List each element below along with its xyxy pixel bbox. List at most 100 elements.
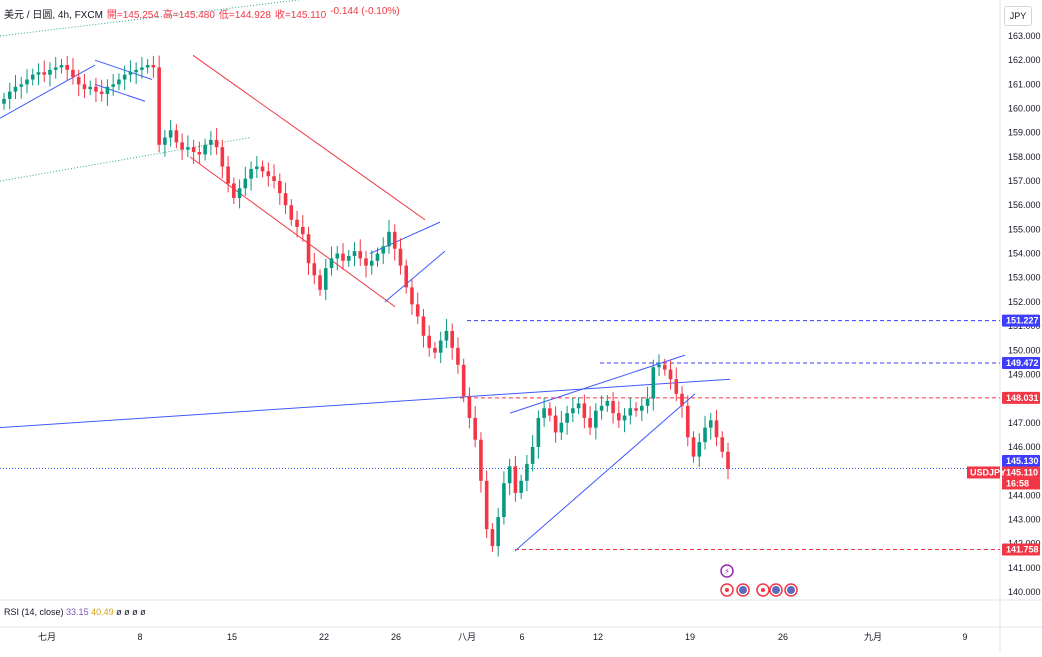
rising-wedge-lower[interactable]	[514, 393, 696, 552]
drawings-layer[interactable]	[0, 0, 1000, 552]
candle-body	[662, 364, 667, 370]
candle-body	[318, 275, 322, 290]
rsi-label: RSI (14, close)	[4, 607, 64, 617]
event-markers[interactable]: ⚡	[720, 564, 798, 597]
candle-body	[536, 417, 541, 447]
change-value: -0.144 (-0.10%)	[330, 6, 400, 17]
lightning-event-icon[interactable]	[720, 564, 734, 578]
symbol-tag	[967, 466, 1000, 479]
candle-body	[140, 67, 144, 70]
price-tick-label: 163.000	[1008, 31, 1041, 41]
time-tick-label: 22	[319, 632, 329, 642]
candle-body	[519, 480, 523, 493]
candle-body	[105, 86, 110, 95]
symbol-title[interactable]: 美元 / 日圆, 4h, FXCM	[4, 10, 103, 21]
candle-body	[640, 405, 644, 411]
time-tick-label: 八月	[458, 632, 476, 642]
currency-button[interactable]: JPY	[1004, 6, 1032, 26]
rising-wedge-upper[interactable]	[509, 354, 686, 414]
rsi-legend[interactable]: RSI (14, close) 33.15 40.49 ø ø ø ø	[4, 607, 146, 617]
rsi-value-1: 33.15	[66, 607, 89, 617]
candle-body	[697, 442, 702, 457]
time-tick-label: 9	[962, 632, 967, 642]
candle-body	[352, 251, 357, 256]
candle-body	[691, 437, 696, 457]
candle-body	[576, 403, 581, 409]
flag-line-lower[interactable]	[94, 83, 146, 102]
price-tick-label: 155.000	[1008, 224, 1041, 234]
candle-body	[398, 248, 403, 266]
candle-body	[553, 415, 558, 433]
candle-body	[76, 77, 81, 85]
candle-body	[375, 253, 380, 261]
candle-body	[13, 86, 18, 92]
candle-body	[708, 420, 713, 428]
candle-body	[392, 231, 397, 249]
candle-body	[680, 393, 684, 406]
candle-body	[634, 408, 638, 411]
event-inner-icon	[725, 588, 729, 592]
candle-body	[571, 408, 575, 414]
price-tick-label: 162.000	[1008, 55, 1041, 65]
candle-body	[180, 142, 184, 150]
channel-line-lower[interactable]	[189, 156, 396, 308]
time-tick-label: 九月	[864, 632, 882, 642]
candle-body	[128, 72, 133, 75]
candle-body	[530, 446, 535, 464]
candle-body	[622, 415, 627, 421]
price-tag	[1002, 454, 1040, 467]
price-tick-label: 161.000	[1008, 79, 1041, 89]
time-axis[interactable]: 七月 8 15 22 26 八月 6 12 19 26 九月 9	[38, 632, 968, 642]
candle-body	[415, 304, 420, 317]
candle-body	[628, 408, 633, 416]
candle-body	[306, 234, 311, 264]
countdown-label: 16:58	[1006, 478, 1029, 488]
price-tick-label: 140.000	[1008, 587, 1041, 597]
candle-body	[197, 152, 202, 155]
price-tick-label: 147.000	[1008, 418, 1041, 428]
candle-body	[427, 335, 432, 348]
candle-body	[582, 403, 587, 418]
candle-body	[283, 193, 288, 206]
candle-body	[410, 287, 414, 305]
long-trend-line[interactable]	[0, 378, 731, 429]
candle-body	[404, 265, 409, 288]
candle-body	[450, 330, 454, 348]
candle-body	[117, 79, 121, 85]
candle-body	[25, 79, 29, 85]
candle-body	[65, 65, 70, 70]
wedge-line-lower[interactable]	[384, 250, 446, 303]
flag-line-upper[interactable]	[94, 59, 153, 80]
candle-body	[260, 166, 265, 172]
candle-body	[88, 86, 92, 90]
candle-body	[59, 65, 64, 68]
candle-body	[484, 480, 489, 530]
candle-body	[473, 417, 477, 440]
price-tag	[1002, 466, 1040, 479]
candle-body	[433, 347, 437, 353]
candle-body	[329, 258, 334, 269]
wedge-line-upper[interactable]	[369, 221, 441, 255]
candle-body	[145, 65, 150, 68]
candle-body	[53, 67, 58, 70]
rsi-extra: ø ø ø ø	[116, 607, 146, 617]
candle-body	[674, 379, 679, 394]
time-tick-label: 19	[685, 632, 695, 642]
lightning-glyph: ⚡	[724, 567, 730, 576]
price-tick-label: 156.000	[1008, 200, 1041, 210]
candle-body	[220, 147, 225, 167]
candle-body	[605, 401, 610, 406]
price-axis[interactable]: 163.000 162.000 161.000 160.000 159.000 158.0…	[1008, 31, 1041, 597]
time-tick-label: 26	[391, 632, 401, 642]
candle-body	[341, 253, 345, 261]
channel-line-upper[interactable]	[192, 54, 426, 221]
candle-body	[243, 178, 248, 189]
event-inner-icon	[739, 586, 747, 594]
candle-body	[111, 84, 115, 87]
dotted-trend-line-lower[interactable]	[0, 137, 251, 182]
candle-body	[594, 410, 598, 428]
candle-body	[513, 466, 518, 493]
candle-body	[685, 405, 690, 438]
price-tick-label: 152.000	[1008, 297, 1041, 307]
